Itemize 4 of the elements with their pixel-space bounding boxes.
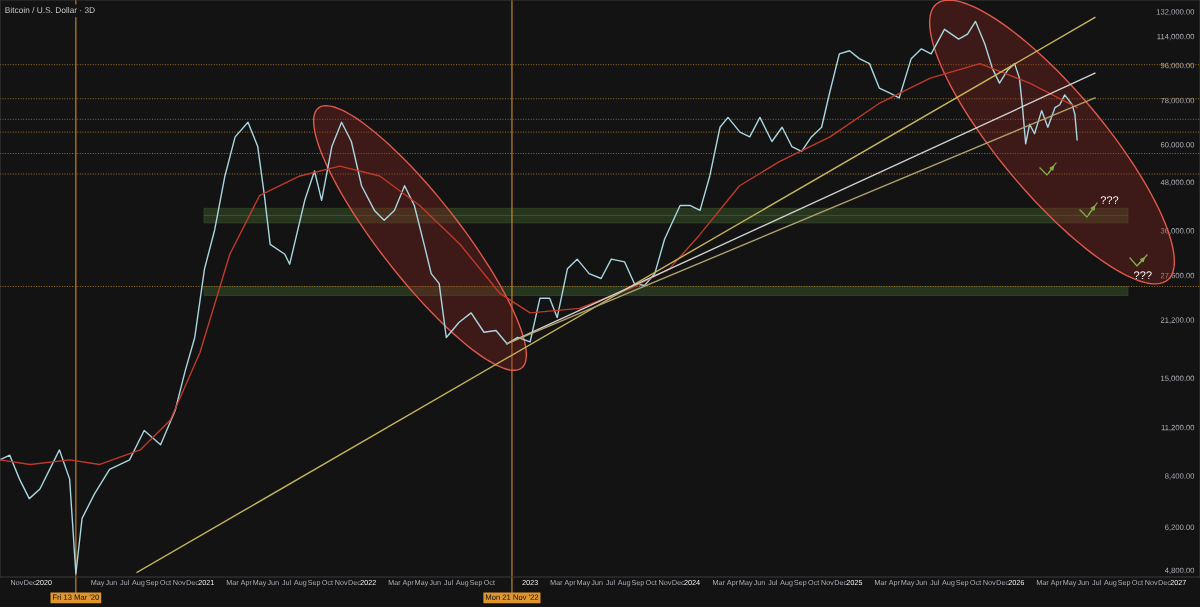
annotation: ??? (1133, 271, 1152, 280)
text: Bitcoin / U.S. Dollar · 3D (5, 6, 95, 14)
annotation: ??? (1100, 196, 1119, 204)
line-series (0, 62, 1078, 466)
